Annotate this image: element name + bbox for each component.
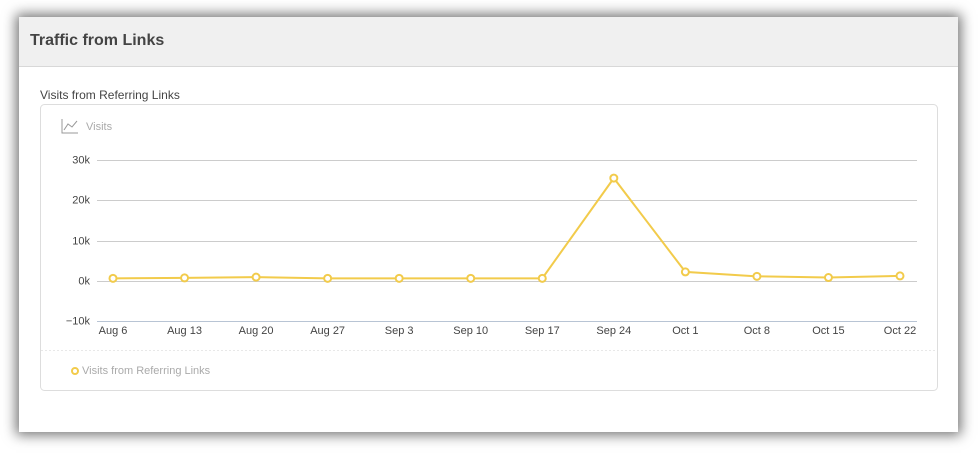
x-tick-label: Aug 13 — [167, 325, 202, 337]
point — [108, 273, 118, 283]
y-tick-label: 20k — [72, 194, 90, 206]
y-axis-label: Visits — [86, 121, 113, 133]
x-tick-label: Sep 17 — [525, 325, 560, 337]
point — [537, 273, 547, 283]
y-tick-label: 30k — [72, 154, 90, 166]
panel: Traffic from Links — [19, 17, 958, 432]
x-tick-label: Oct 8 — [744, 325, 770, 337]
point — [466, 273, 476, 283]
chart-title: Visits from Referring Links — [40, 88, 180, 102]
x-tick-label: Oct 1 — [672, 325, 698, 337]
point — [823, 273, 833, 283]
x-tick-label: Aug 6 — [99, 325, 128, 337]
x-tick-label: Oct 22 — [884, 325, 916, 337]
point — [752, 271, 762, 281]
point — [251, 272, 261, 282]
point — [895, 271, 905, 281]
panel-title: Traffic from Links — [30, 32, 165, 49]
chart-box — [40, 104, 938, 391]
legend-label: Visits from Referring Links — [82, 365, 211, 377]
point — [394, 273, 404, 283]
x-tick-label: Sep 10 — [453, 325, 488, 337]
x-tick-label: Sep 3 — [385, 325, 414, 337]
panel-header: Traffic from Links — [19, 17, 958, 67]
point — [609, 173, 619, 183]
chart-icon — [61, 119, 78, 134]
y-tick-label: −10k — [66, 315, 91, 327]
line — [112, 176, 901, 280]
legend-marker — [71, 367, 79, 375]
x-tick-label: Aug 27 — [310, 325, 345, 337]
point — [180, 273, 190, 283]
y-tick-label: 0k — [78, 275, 90, 287]
point — [323, 273, 333, 283]
y-tick-label: 10k — [72, 235, 90, 247]
point — [680, 267, 690, 277]
x-tick-label: Oct 15 — [812, 325, 844, 337]
x-tick-label: Sep 24 — [596, 325, 631, 337]
x-tick-label: Aug 20 — [239, 325, 274, 337]
